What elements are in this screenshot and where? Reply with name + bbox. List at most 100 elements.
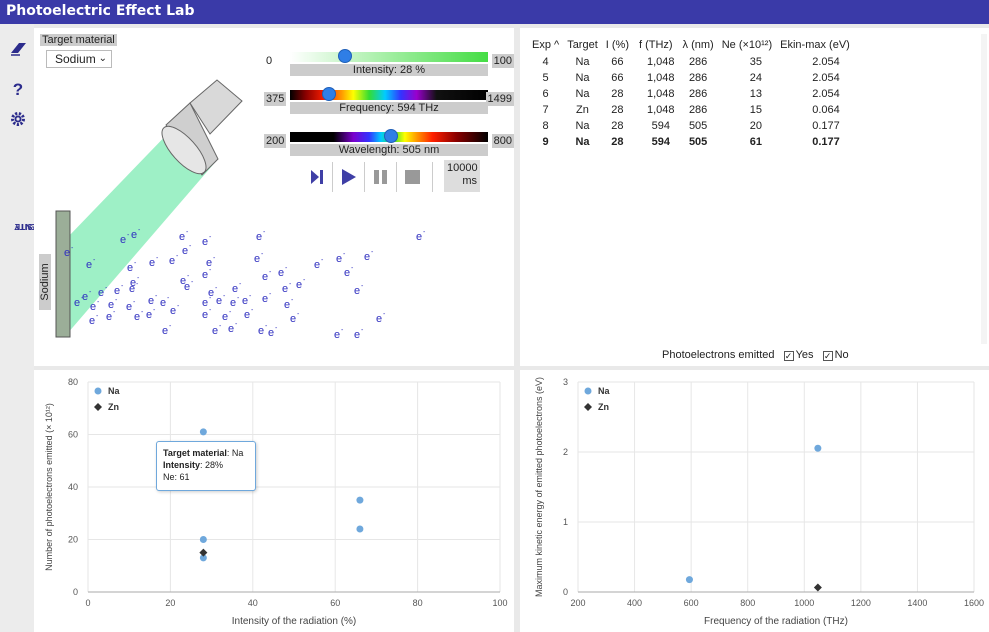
electron: e [106,311,112,323]
university-logo: UNIVERSITYOF TWENTE [2,184,32,244]
table-header-row: Exp ^ Target I (%) f (THz) λ (nm) Ne (×10¹²) E… [528,36,854,54]
data-point-zn[interactable] [814,584,822,592]
table-row[interactable]: 7 Zn 28 1,048 286 15 0.064 [528,102,854,118]
table-header-5[interactable]: Ne (×10¹²) [718,36,776,54]
step-forward-button[interactable] [304,160,330,194]
intensity-min: 0 [264,54,274,68]
table-row[interactable]: 5 Na 66 1,048 286 24 2.054 [528,70,854,86]
tooltip-material-label: Target material [163,448,227,458]
play-button[interactable] [336,160,362,194]
electron-charge: - [113,309,116,316]
legend-label[interactable]: Na [598,386,610,396]
frequency-chart-panel: 200 400 600 800 1000 1200 1400 1600 0 1 2 3 Frequenc… [520,370,989,632]
table-header-3[interactable]: f (THz) [633,36,679,54]
table-cell: Na [563,54,602,70]
data-point-na[interactable] [356,497,363,504]
table-header-1[interactable]: Target [563,36,602,54]
electron: e [182,245,188,257]
y-tick-label: 0 [73,587,78,597]
electron: e [202,269,208,281]
stop-button[interactable] [400,160,426,194]
table-row[interactable]: 8 Na 28 594 505 20 0.177 [528,118,854,134]
frequency-track[interactable] [290,90,488,100]
frequency-thumb[interactable] [322,87,336,101]
legend-marker [95,388,102,395]
legend-label[interactable]: Na [108,386,120,396]
tooltip-intensity-value: 28% [205,460,223,470]
app-title: Photoelectric Effect Lab [6,3,194,19]
simulation-canvas: e -e - e -e -e - e - e -e -e - e - e - e -e - e -e - e - e -e - e - e -… [34,28,514,366]
target-material-label: Target material [40,34,117,46]
table-row[interactable]: 9 Na 28 594 505 61 0.177 [528,134,854,150]
tooltip-ne-label: Ne [163,472,175,482]
emitted-filter: Photoelectrons emitted ✓ Yes ✓ No [662,349,849,361]
x-tick-label: 20 [165,598,175,608]
table-cell: 24 [718,70,776,86]
table-header-0[interactable]: Exp ^ [528,36,563,54]
electron: e [334,329,340,341]
intensity-thumb[interactable] [338,49,352,63]
table-row[interactable]: 4 Na 66 1,048 286 35 2.054 [528,54,854,70]
table-cell: 0.064 [776,102,854,118]
electron: e [336,253,342,265]
title-bar: Photoelectric Effect Lab [0,0,989,24]
electron-charge: - [97,299,100,306]
target-material-select[interactable]: Sodium ⌄ [46,50,112,68]
intensity-slider[interactable]: 0 100 Intensity: 28 % [264,42,514,76]
table-cell: 286 [679,54,718,70]
table-cell: Na [563,70,602,86]
data-point-na[interactable] [200,428,207,435]
electron: e [98,287,104,299]
electron-charge: - [297,311,300,318]
x-tick-label: 100 [492,598,507,608]
legend-marker [585,388,592,395]
legend-label[interactable]: Zn [108,402,119,412]
intensity-chart-panel: 0 20 40 60 80 100 0 20 40 60 80 Intensity of the ra… [34,370,514,632]
data-point-na[interactable] [686,576,693,583]
yes-checkbox[interactable]: ✓ [784,351,794,361]
electron-charge: - [275,325,278,332]
data-point-zn[interactable] [199,549,207,557]
electron-charge: - [133,299,136,306]
wavelength-slider[interactable]: 200 800 Wavelength: 505 nm [264,122,514,156]
frequency-slider[interactable]: 375 1499 Frequency: 594 THz [264,80,514,114]
wavelength-min: 200 [264,134,286,148]
frequency-min: 375 [264,92,286,106]
electron: e [296,279,302,291]
data-point-na[interactable] [814,445,821,452]
gear-icon[interactable] [8,110,28,130]
electron-charge: - [371,249,374,256]
table-header-2[interactable]: I (%) [602,36,633,54]
table-cell: 6 [528,86,563,102]
electron: e [354,285,360,297]
table-cell: 9 [528,134,563,150]
x-tick-label: 60 [330,598,340,608]
table-cell: 2.054 [776,70,854,86]
electron-charge: - [153,307,156,314]
legend-label[interactable]: Zn [598,402,609,412]
electron-charge: - [261,251,264,258]
x-axis-label: Frequency of the radiation (THz) [704,616,848,627]
wavelength-track[interactable] [290,132,488,142]
table-row[interactable]: 6 Na 28 1,048 286 13 2.054 [528,86,854,102]
no-checkbox[interactable]: ✓ [823,351,833,361]
table-header-6[interactable]: Ekin-max (eV) [776,36,854,54]
x-tick-label: 1600 [964,598,984,608]
x-tick-label: 600 [684,598,699,608]
electron-charge: - [189,243,192,250]
data-point-na[interactable] [356,526,363,533]
eraser-icon[interactable] [8,38,28,58]
wavelength-thumb[interactable] [384,129,398,143]
help-icon[interactable]: ? [8,80,28,100]
plate-label-box: Sodium [35,256,55,316]
timer-display[interactable]: 10000 ms [444,160,480,192]
intensity-track[interactable] [290,52,488,62]
table-header-4[interactable]: λ (nm) [679,36,718,54]
pause-button[interactable] [368,160,394,194]
table-scrollbar[interactable] [981,34,987,344]
electron-charge: - [187,273,190,280]
data-point-na[interactable] [200,536,207,543]
legend-marker [584,403,592,411]
frequency-chart: 200 400 600 800 1000 1200 1400 16000123Frequenc… [520,370,989,632]
electron: e [120,234,126,246]
